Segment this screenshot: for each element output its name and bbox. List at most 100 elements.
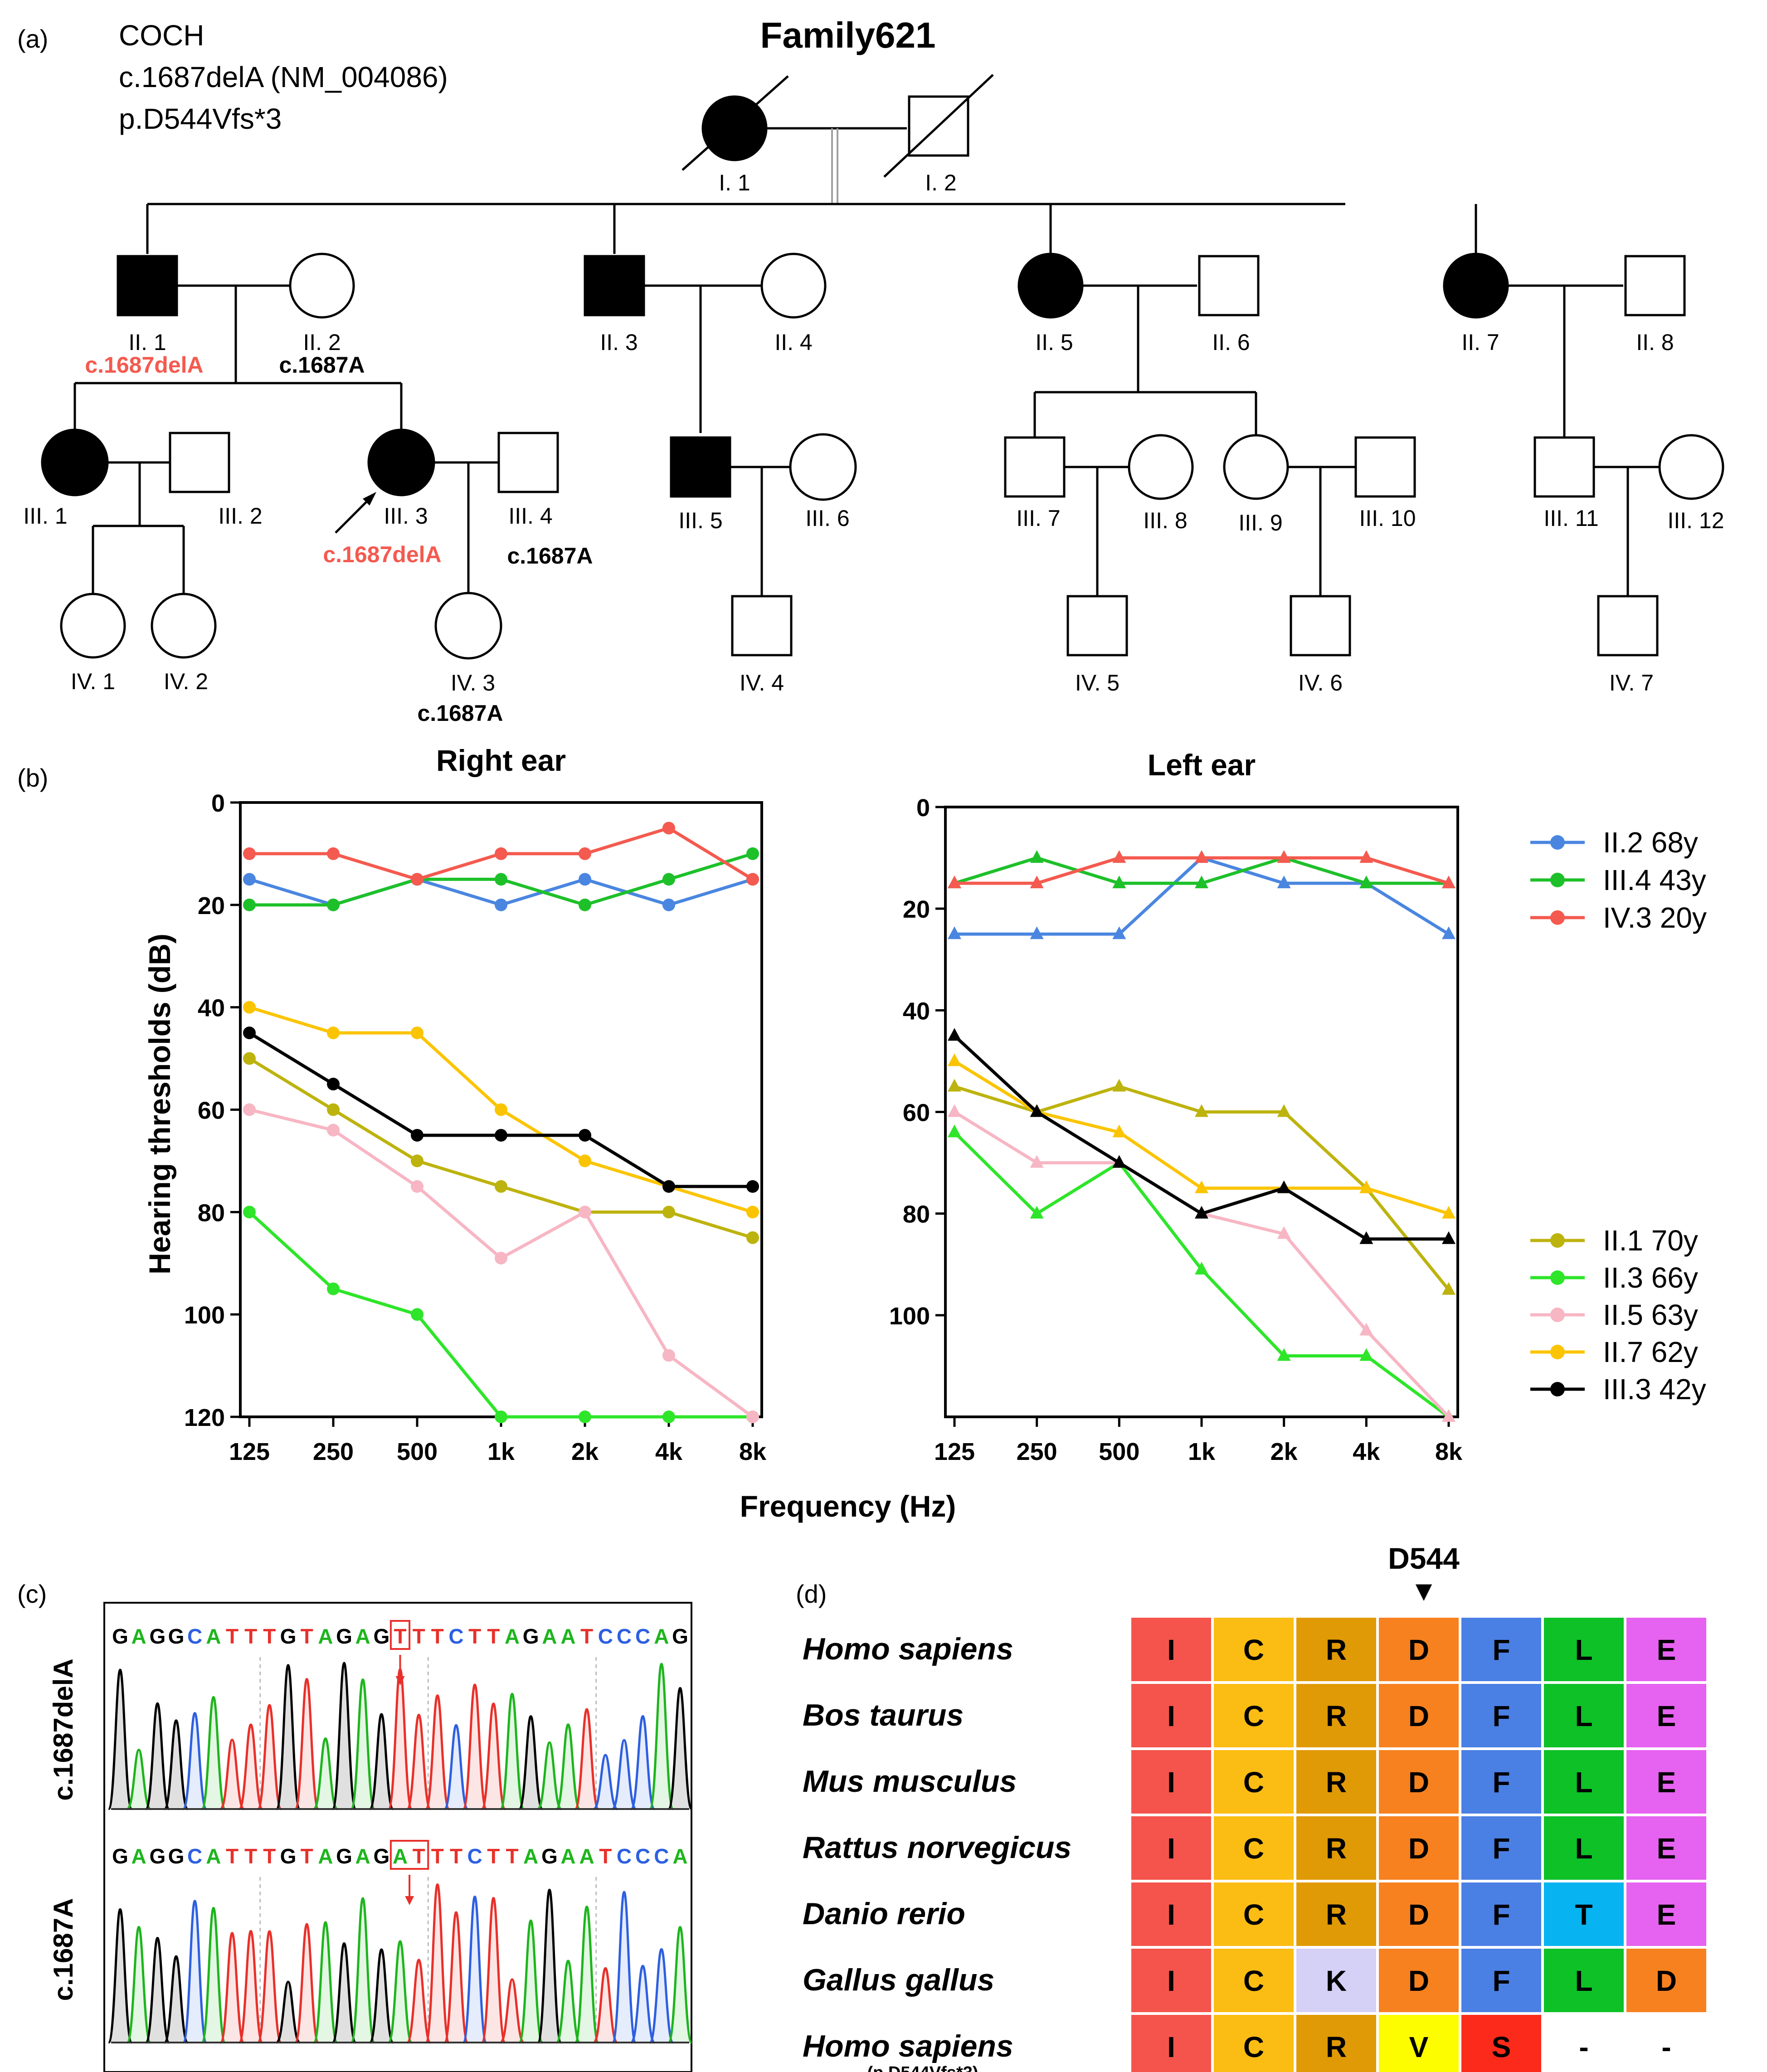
residue-cell [1544, 1618, 1624, 1681]
mutation-arrowhead [405, 1896, 414, 1905]
series-line-3 [248, 1057, 754, 1240]
base-call: C [635, 1625, 650, 1648]
chromatogram-peak [537, 1741, 562, 1810]
residue-letter: L [1575, 1965, 1592, 1997]
residue-cell [1461, 1882, 1541, 1946]
data-point [746, 1206, 759, 1219]
data-point [1112, 1079, 1126, 1092]
base-call: T [263, 1844, 276, 1868]
residue-letter: D [1408, 1700, 1429, 1732]
residue-letter: F [1492, 1832, 1510, 1865]
data-point [243, 898, 256, 911]
chromatogram-peak [350, 1678, 376, 1810]
base-call: A [318, 1844, 333, 1868]
deceased-mark-I-1 [681, 75, 789, 171]
residue-cell [1379, 1882, 1459, 1946]
base-call: G [373, 1625, 389, 1648]
data-point [1195, 1180, 1208, 1193]
data-point [746, 1411, 759, 1423]
data-point [948, 1124, 961, 1138]
base-call: T [301, 1625, 313, 1648]
mutation-box [389, 1840, 429, 1870]
chromatogram-peak [574, 1905, 600, 2044]
pedigree-title: Family621 [760, 15, 936, 55]
data-point [579, 1154, 591, 1167]
residue-cell [1131, 1816, 1211, 1880]
residue-cell [1214, 1816, 1294, 1880]
data-point [1277, 1180, 1291, 1193]
id-III-6: III. 6 [805, 506, 849, 531]
residue-cell [1379, 1618, 1459, 1681]
residue-cell [1296, 1750, 1376, 1814]
chromatogram-peak [145, 1937, 170, 2044]
base-call: T [244, 1625, 257, 1648]
individual-III-8 [1128, 434, 1194, 500]
residue-letter: E [1657, 1898, 1676, 1931]
d544-marker-label: D544 [1388, 1542, 1460, 1575]
data-point [243, 1001, 256, 1014]
base-call: T [226, 1625, 239, 1648]
residue-letter: D [1408, 1634, 1429, 1666]
variant-cdna: c.1687delA (NM_004086) [119, 61, 448, 93]
data-point [662, 873, 675, 886]
chromatogram-peak [331, 1942, 357, 2044]
id-III-4: III. 4 [508, 503, 552, 529]
data-point [1442, 1409, 1455, 1422]
data-point [495, 1180, 507, 1193]
individual-II-6 [1198, 255, 1260, 316]
alignment-panel: (d) D544 ▼ Homo sapiens I C R D F L E Bos taurus… [796, 1542, 1706, 2072]
base-call: T [580, 1625, 593, 1648]
residue-letter: R [1326, 2031, 1347, 2063]
individual-II-2 [289, 253, 355, 319]
id-II-5: II. 5 [1035, 330, 1073, 355]
data-point [327, 898, 340, 911]
residue-cell [1626, 1816, 1706, 1880]
chromatogram-peak [163, 1955, 189, 2044]
base-call: G [280, 1625, 297, 1648]
data-point [662, 898, 675, 911]
data-point [746, 873, 759, 886]
genotype-III-3: c.1687delA [323, 542, 441, 567]
legend-swatch-marker [1550, 835, 1565, 850]
data-point [1442, 926, 1455, 939]
base-call: G [373, 1844, 389, 1868]
residue-letter: D [1408, 1898, 1429, 1931]
chromatogram-peak [667, 1926, 693, 2044]
data-point [1112, 1155, 1126, 1168]
x-tick-label: 1k [1188, 1438, 1216, 1465]
data-point [1359, 1180, 1373, 1193]
data-point [948, 1079, 961, 1092]
id-IV-3: IV. 3 [451, 670, 495, 696]
data-point [495, 1411, 507, 1423]
residue-letter: - [1579, 2031, 1588, 2063]
data-point [243, 873, 256, 886]
base-call: G [168, 1625, 185, 1648]
chromatogram-peak [462, 1683, 488, 1810]
base-call: T [468, 1625, 481, 1648]
data-point [746, 1231, 759, 1244]
residue-cell [1214, 2015, 1294, 2072]
residue-cell [1379, 1684, 1459, 1747]
species-name: Homo sapiens [803, 1632, 1013, 1666]
data-point [948, 1053, 961, 1066]
base-call: T [226, 1844, 239, 1868]
data-point [411, 1308, 423, 1321]
chromatogram-peak [667, 1687, 693, 1810]
residue-letter: K [1326, 1965, 1347, 1997]
residue-cell [1296, 1949, 1376, 2012]
chromatogram-peak [462, 1895, 488, 2044]
residue-letter: I [1167, 1700, 1175, 1732]
legend-controls: II.2 68y III.4 43y IV.3 20y [1530, 826, 1707, 934]
data-point [411, 1180, 423, 1193]
base-call: G [523, 1625, 539, 1648]
data-point [1195, 875, 1208, 889]
x-tick-label: 2k [1270, 1438, 1298, 1465]
residue-letter: D [1408, 1766, 1429, 1799]
chromatogram-peak [406, 1959, 432, 2044]
data-point [411, 1026, 423, 1040]
chromatogram-peak [312, 1737, 338, 1810]
chromatogram-peak [387, 1940, 413, 2044]
individual-IV-3 [434, 592, 502, 660]
data-point [746, 1180, 759, 1193]
